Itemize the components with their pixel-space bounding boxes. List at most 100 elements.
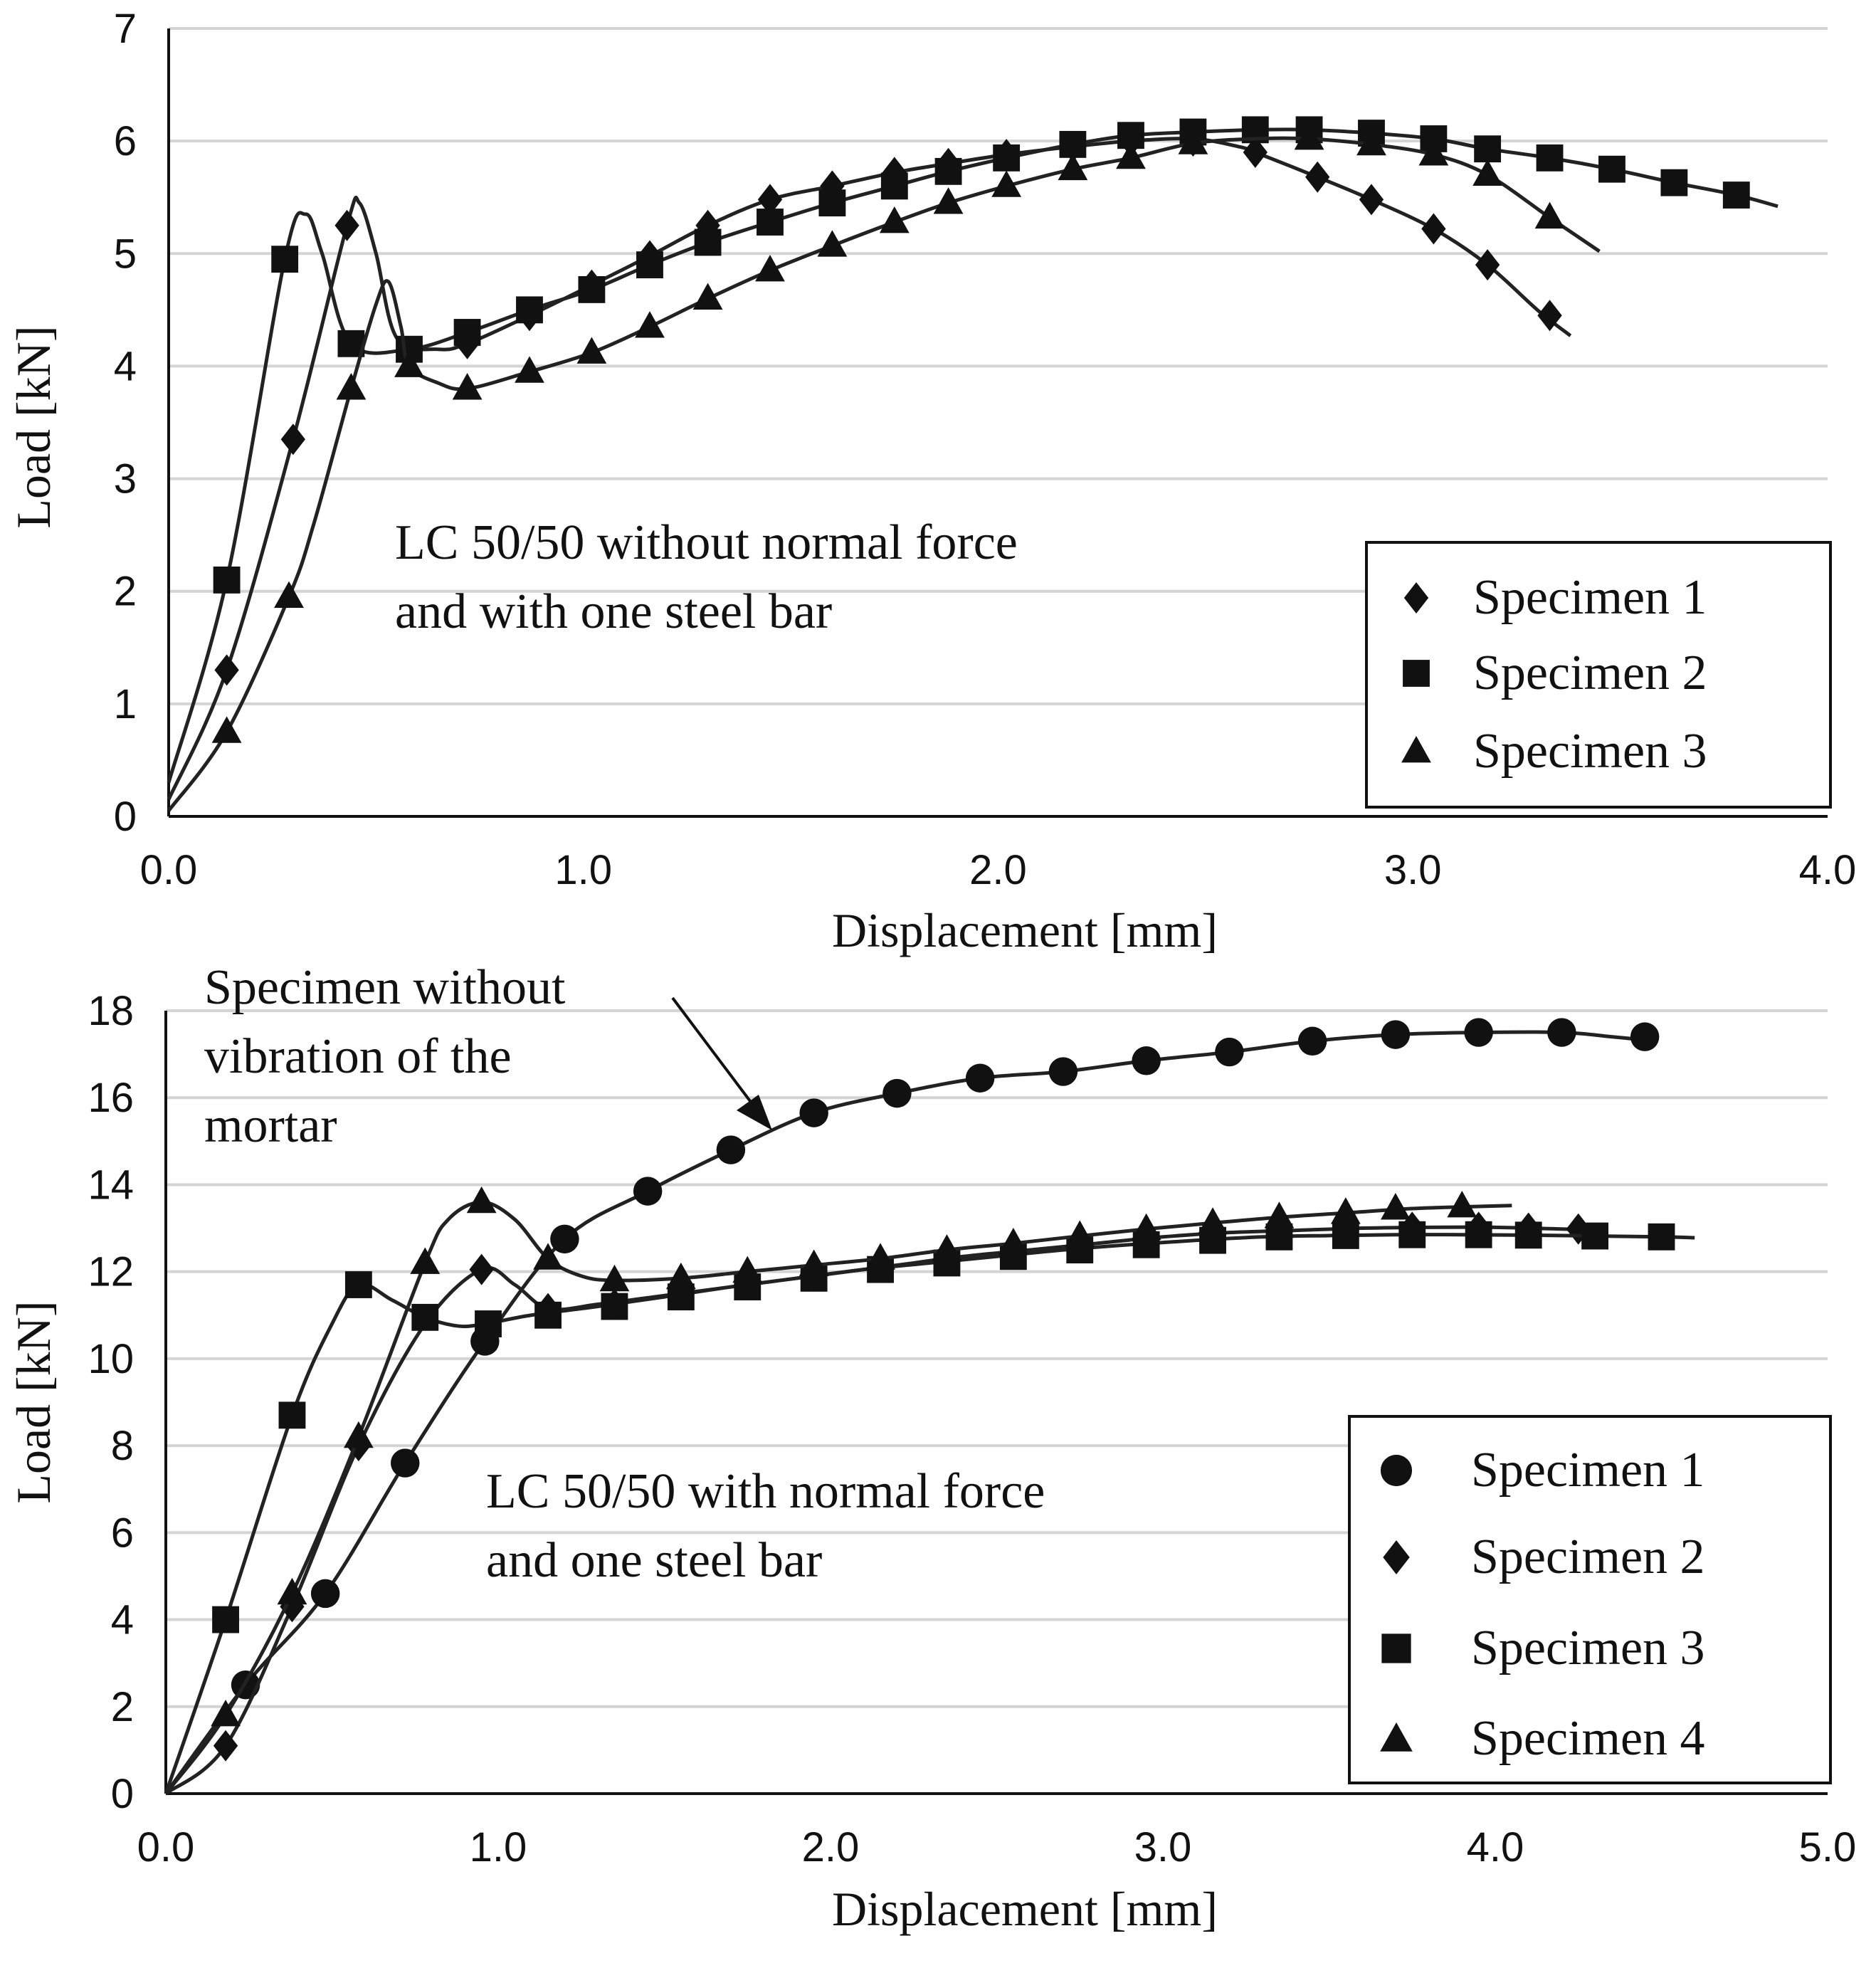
chart-top-series-3-point (1472, 159, 1503, 186)
chart-bottom-series-3-point (1398, 1221, 1426, 1248)
chart-bottom-series-3-point (1648, 1223, 1675, 1251)
chart-bottom-series-1-point (391, 1448, 420, 1478)
chart-top-y-tick-label: 0 (114, 794, 137, 840)
chart-bottom-series-3-point (344, 1271, 372, 1298)
chart-bottom-x-tick-label: 3.0 (1134, 1824, 1192, 1870)
chart-top-legend-marker-2 (1403, 660, 1430, 687)
chart-top-series-1-point (214, 654, 239, 686)
chart-top-series-2-point (1059, 130, 1087, 158)
chart-top-x-tick-label: 4.0 (1799, 847, 1857, 893)
chart-bottom-series-3-point (534, 1301, 562, 1329)
chart-bottom-series-4-point (533, 1243, 563, 1270)
chart-top-series-2-point (516, 296, 543, 324)
chart-bottom-legend-markers (1380, 1454, 1413, 1752)
chart-top-series-3-point (635, 311, 665, 338)
chart-bottom-series-1-point (1048, 1057, 1078, 1086)
chart-bottom-series-1-point (310, 1579, 340, 1609)
chart-top-legend-label-3: Specimen 3 (1473, 724, 1707, 779)
chart-bottom-legend-box (1348, 1415, 1832, 1784)
chart-top-series-1-line (167, 137, 1572, 801)
chart-bottom-y-tick-label: 18 (88, 988, 134, 1034)
chart-bottom-x-tick-label: 0.0 (137, 1824, 195, 1870)
chart-bottom-legend-marker-3 (1381, 1633, 1411, 1663)
chart-bottom-annotation-line-2: and one steel bar (486, 1533, 822, 1588)
chart-bottom-series-3-point (411, 1303, 439, 1331)
callout-arrowhead (737, 1095, 772, 1130)
chart-top-legend-box (1365, 541, 1832, 809)
chart-bottom-legend-marker-1 (1380, 1454, 1413, 1487)
chart-top-series-2-point (578, 275, 606, 303)
chart-bottom-series-1-line (164, 1030, 1635, 1795)
chart-bottom-x-tick-label: 4.0 (1467, 1824, 1524, 1870)
chart-bottom-annotation-line-1: LC 50/50 with normal force (486, 1464, 1045, 1519)
chart-bottom-series-4-point (799, 1249, 829, 1276)
chart-bottom-series-3-point (278, 1401, 306, 1429)
chart-bottom-x-tick-label: 2.0 (802, 1824, 860, 1870)
chart-bottom-series (164, 1018, 1695, 1796)
chart-top-legend-marker-1 (1403, 582, 1429, 614)
chart-bottom-legend-label-3: Specimen 3 (1471, 1621, 1705, 1675)
chart-bottom-y-tick-label: 14 (88, 1162, 134, 1208)
chart-top-series-1-point (757, 184, 783, 216)
chart-bottom-series-3-point (1332, 1222, 1359, 1249)
chart-top-series-2-point (818, 189, 846, 217)
callout-line-1: Specimen without (204, 960, 566, 1015)
chart-top-series-3-point (991, 170, 1022, 197)
chart-top-y-tick-label: 3 (114, 456, 137, 502)
chart-top-series-2-point (213, 566, 241, 594)
chart-top-y-ticks: 0 1 2 3 4 5 6 7 (114, 6, 137, 840)
chart-bottom-y-ticks: 0 2 4 6 8 10 12 14 16 18 (88, 988, 134, 1817)
chart-top-y-tick-label: 5 (114, 231, 137, 277)
chart-top-x-tick-label: 0.0 (140, 847, 198, 893)
chart-top-annotation-line-2: and with one steel bar (395, 584, 832, 639)
chart-bottom-legend-label-2: Specimen 2 (1471, 1530, 1705, 1584)
chart-top-series-3-point (755, 255, 785, 282)
chart-top-y-tick-label: 1 (114, 681, 137, 727)
chart-top-series-1-point (334, 209, 359, 241)
chart-top-series-3-point (933, 187, 964, 214)
chart-top-series-3-point (452, 373, 483, 400)
chart-top-x-tick-label: 1.0 (554, 847, 612, 893)
chart-bottom-series-4-point (665, 1262, 696, 1290)
chart-bottom-legend-label-1: Specimen 1 (1471, 1443, 1705, 1498)
chart-bottom-series-4-point (1065, 1220, 1095, 1247)
chart-top-y-tick-label: 2 (114, 569, 137, 615)
chart-top-gridlines (169, 27, 1828, 705)
chart-top-series-2-point (1722, 181, 1750, 209)
chart-top-annotation-line-1: LC 50/50 without normal force (395, 515, 1018, 570)
chart-top-x-ticks: 0.0 1.0 2.0 3.0 4.0 (140, 847, 1857, 893)
chart-bottom-series-1-point (1132, 1046, 1161, 1075)
chart-top-series-2-point (757, 209, 784, 236)
chart-top-series-3-point (576, 337, 607, 364)
chart-top-x-tick-label: 2.0 (969, 847, 1027, 893)
chart-bottom-series-4-point (599, 1264, 630, 1292)
chart-bottom-series-1-point (882, 1078, 912, 1108)
chart-top-series-1-point (1305, 161, 1330, 193)
chart-top-series-2-point (993, 144, 1021, 172)
chart-top-series-2-point (1598, 155, 1625, 183)
chart-bottom-y-tick-label: 8 (111, 1423, 134, 1469)
chart-top-series-1-point (280, 423, 305, 456)
chart-bottom-y-tick-label: 2 (111, 1684, 134, 1730)
chart-top-series-3-point (817, 230, 848, 257)
callout-arrow-line (671, 996, 756, 1108)
chart-top-series-3-point (394, 350, 424, 377)
chart-bottom-series-2-point (1566, 1213, 1591, 1245)
chart-bottom-x-tick-label: 1.0 (470, 1824, 527, 1870)
chart-bottom-series-1-point (1464, 1018, 1493, 1047)
callout-line-2: vibration of the (204, 1029, 512, 1084)
chart-top-series-3-point (1294, 122, 1324, 150)
chart-top-series-3-point (1116, 142, 1146, 169)
chart-bottom-series-4-point (1447, 1191, 1477, 1218)
chart-bottom-series-4-point (1131, 1213, 1161, 1241)
chart-top-series-2-point (934, 157, 962, 185)
chart-bottom-series-1-point (1547, 1018, 1576, 1047)
chart-bottom-y-tick-label: 4 (111, 1597, 134, 1643)
chart-bottom-series-4-point (1381, 1193, 1411, 1220)
chart-top-series-1-point (1475, 249, 1500, 281)
chart-top-legend-label-1: Specimen 1 (1473, 570, 1707, 625)
chart-bottom-y-tick-label: 16 (88, 1075, 134, 1121)
chart-top-series-2-point (636, 251, 663, 279)
chart-top-series-3-point (211, 716, 242, 743)
